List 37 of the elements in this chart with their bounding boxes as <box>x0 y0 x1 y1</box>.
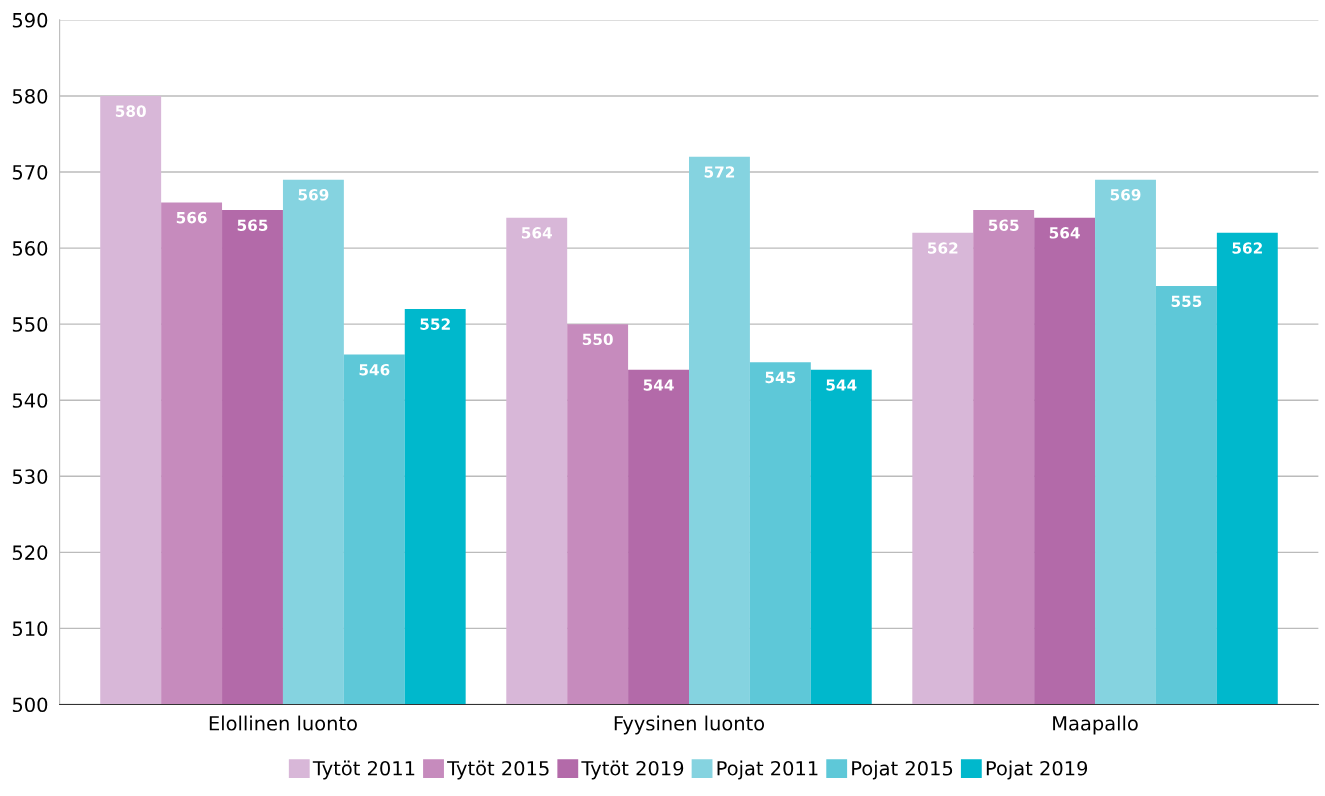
y-tick-label: 580 <box>12 88 48 104</box>
data-label: 545 <box>765 371 796 384</box>
data-label: 564 <box>1049 227 1080 239</box>
data-label: 565 <box>988 219 1019 232</box>
y-tick-label: 570 <box>12 164 48 180</box>
legend-label: Tytöt 2015 <box>447 760 549 780</box>
data-label: 546 <box>359 363 390 376</box>
y-tick-label: 560 <box>12 241 48 256</box>
y-tick-label: 510 <box>12 621 48 637</box>
y-tick-label: 500 <box>12 697 48 713</box>
y-tick-label: 540 <box>12 393 48 408</box>
legend-label: Pojat 2015 <box>852 760 953 780</box>
data-label: 566 <box>176 211 207 224</box>
x-tick-label: Maapallo <box>1053 715 1138 735</box>
legend-label: Pojat 2019 <box>986 760 1088 780</box>
y-tick-label: 590 <box>12 12 48 28</box>
data-label: 544 <box>826 379 857 391</box>
legend-label: Pojat 2011 <box>717 760 818 780</box>
data-label: 552 <box>420 318 450 330</box>
data-label: 562 <box>1232 242 1262 254</box>
y-tick-label: 520 <box>12 545 48 560</box>
data-label: 564 <box>521 227 552 239</box>
data-label: 562 <box>928 242 958 254</box>
data-label: 569 <box>1110 189 1141 201</box>
data-label: 555 <box>1171 295 1202 308</box>
data-label: 580 <box>115 105 146 117</box>
legend-label: Tytöt 2011 <box>312 760 415 780</box>
x-tick-label: Elollinen luonto <box>209 715 357 731</box>
legend-label: Tytöt 2019 <box>581 760 684 780</box>
x-tick-label: Fyysinen luonto <box>614 715 765 735</box>
data-label: 565 <box>237 219 268 232</box>
y-tick-label: 550 <box>12 317 48 332</box>
data-label: 572 <box>704 166 735 178</box>
data-label: 550 <box>582 333 613 346</box>
data-label: 569 <box>298 189 329 201</box>
data-label: 544 <box>643 379 674 391</box>
y-tick-label: 530 <box>12 469 48 484</box>
